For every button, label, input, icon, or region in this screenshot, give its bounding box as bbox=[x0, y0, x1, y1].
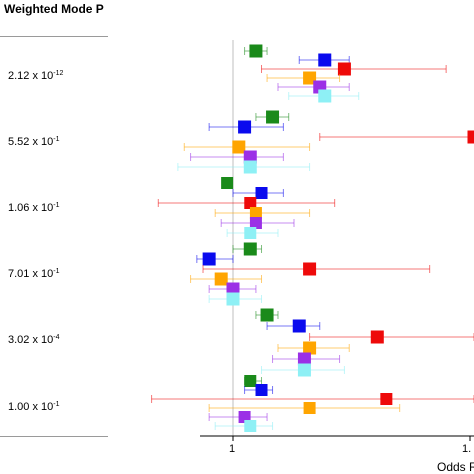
g1-green-point bbox=[249, 44, 263, 58]
g5-purple-point bbox=[297, 352, 311, 366]
g1-orange-point bbox=[303, 71, 317, 85]
x-tick-label-1: 1 bbox=[229, 443, 236, 455]
column-header-weighted-mode-p: Weighted Mode P bbox=[4, 2, 104, 16]
g2-blue-point bbox=[238, 120, 252, 134]
g2-green-point bbox=[266, 110, 280, 124]
g3-red-point bbox=[244, 197, 257, 209]
g1-cyan-point bbox=[318, 89, 332, 103]
g3-orange-point bbox=[249, 207, 262, 219]
footer-divider bbox=[0, 436, 108, 437]
g4-orange-point bbox=[214, 272, 228, 286]
g6-red-point bbox=[380, 393, 393, 405]
g5-blue-point bbox=[292, 319, 306, 333]
g5-green-point bbox=[260, 308, 274, 322]
g2-cyan-point bbox=[243, 160, 257, 174]
g2-red-point bbox=[467, 130, 474, 144]
p-value-row-4: 7.01 x 10-1 bbox=[8, 268, 60, 280]
g3-green-point bbox=[221, 177, 234, 189]
p-value-row-5: 3.02 x 10-4 bbox=[8, 334, 60, 346]
header-divider bbox=[0, 36, 108, 37]
p-value-row-6: 1.00 x 10-1 bbox=[8, 401, 60, 413]
g4-purple-point bbox=[226, 282, 240, 296]
g2-purple-point bbox=[243, 150, 257, 164]
g5-cyan-point bbox=[297, 363, 311, 377]
g4-blue-point bbox=[202, 252, 216, 266]
g4-green-point bbox=[243, 242, 257, 256]
g1-blue-point bbox=[318, 53, 332, 67]
g5-red-point bbox=[370, 330, 384, 344]
x-axis-label: Odds R bbox=[437, 460, 474, 474]
p-value-row-2: 5.52 x 10-1 bbox=[8, 136, 60, 148]
g5-orange-point bbox=[303, 341, 317, 355]
g3-blue-point bbox=[255, 187, 268, 199]
g2-orange-point bbox=[232, 140, 246, 154]
x-tick-label-2: 1. bbox=[462, 443, 472, 455]
g4-cyan-point bbox=[226, 292, 240, 306]
p-value-row-3: 1.06 x 10-1 bbox=[8, 202, 60, 214]
p-value-row-1: 2.12 x 10-12 bbox=[8, 70, 64, 82]
g1-red-point bbox=[337, 62, 351, 76]
g6-orange-point bbox=[303, 402, 316, 414]
g4-red-point bbox=[303, 262, 317, 276]
g6-green-point bbox=[244, 375, 257, 387]
g3-purple-point bbox=[249, 217, 262, 229]
g3-cyan-point bbox=[244, 227, 257, 239]
g6-blue-point bbox=[255, 384, 268, 396]
g6-cyan-point bbox=[244, 420, 257, 432]
